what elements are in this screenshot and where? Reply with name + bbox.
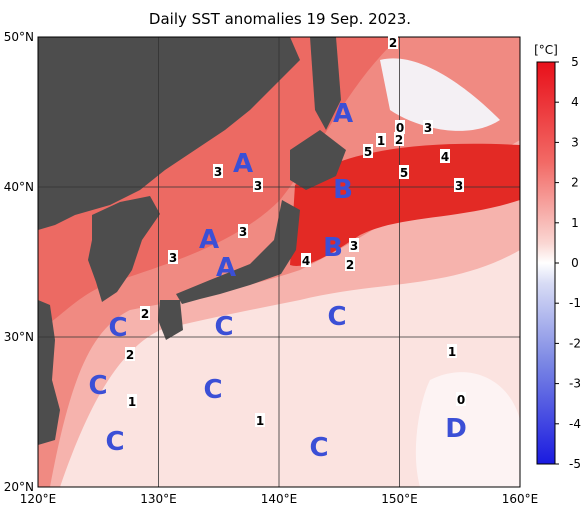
contour-label-bg — [456, 392, 466, 406]
lon-label: 150°E — [381, 492, 418, 506]
region-label: C — [214, 312, 233, 342]
contour-label: 4 — [302, 254, 310, 268]
contour-label-bg — [394, 132, 404, 146]
colorbar-tick-label: 2 — [571, 176, 579, 190]
contour-label: 3 — [239, 225, 247, 239]
lon-label: 140°E — [261, 492, 298, 506]
contour-label: 1 — [256, 414, 264, 428]
region-label: C — [203, 375, 222, 405]
contour-label-bg — [140, 306, 150, 320]
colorbar-tick-label: 1 — [571, 216, 579, 230]
contour-label-bg — [454, 178, 464, 192]
colorbar-tick-label: 0 — [571, 256, 579, 270]
contour-label-bg — [447, 344, 457, 358]
contour-label: 3 — [350, 239, 358, 253]
contour-label: 3 — [214, 165, 222, 179]
contour-label-bg — [127, 394, 137, 408]
region-label: A — [216, 253, 236, 283]
region-label: C — [108, 313, 127, 343]
lat-label: 50°N — [4, 30, 34, 44]
region-label: B — [323, 233, 343, 263]
contour-label: 5 — [400, 166, 408, 180]
contour-label: 2 — [346, 258, 354, 272]
lon-label: 130°E — [140, 492, 177, 506]
contour-label: 1 — [448, 345, 456, 359]
lon-label: 160°E — [502, 492, 539, 506]
colorbar-tick-label: -2 — [569, 336, 581, 350]
contour-label: 1 — [128, 395, 136, 409]
contour-label-bg — [363, 144, 373, 158]
colorbar-tick-label: -5 — [569, 457, 581, 471]
contour-label: 0 — [396, 121, 404, 135]
contour-label-bg — [253, 178, 263, 192]
colorbar-tick-label: -1 — [569, 296, 581, 310]
region-label: A — [233, 149, 253, 179]
lat-label: 20°N — [4, 480, 34, 494]
region-label: C — [309, 433, 328, 463]
contour-label: 2 — [395, 133, 403, 147]
contour-label: 2 — [126, 348, 134, 362]
colorbar-tick-label: 4 — [571, 95, 579, 109]
region-label: A — [199, 225, 219, 255]
region-label: C — [327, 302, 346, 332]
contour-label-bg — [349, 238, 359, 252]
lat-label: 30°N — [4, 330, 34, 344]
graticule — [38, 37, 520, 487]
contour-label-bg — [395, 120, 405, 134]
contour-label: 2 — [141, 307, 149, 321]
lat-label: 40°N — [4, 180, 34, 194]
lon-label: 120°E — [20, 492, 57, 506]
contour-label-bg — [168, 250, 178, 264]
contour-label: 4 — [441, 150, 449, 164]
colorbar-tick-label: 3 — [571, 135, 579, 149]
title: Daily SST anomalies 19 Sep. 2023. — [149, 10, 411, 28]
colorbar-unit: [°C] — [534, 43, 558, 57]
contour-label: 3 — [455, 179, 463, 193]
contour-label: 0 — [457, 393, 465, 407]
region-label: B — [333, 175, 353, 205]
region-label: C — [105, 427, 124, 457]
contour-label-bg — [213, 164, 223, 178]
contour-label-bg — [345, 257, 355, 271]
contour-label-bg — [301, 253, 311, 267]
contour-label-bg — [423, 120, 433, 134]
colorbar — [536, 61, 556, 465]
contour-label-bg — [399, 165, 409, 179]
contour-label: 5 — [364, 145, 372, 159]
contour-label-bg — [440, 149, 450, 163]
contour-label-bg — [238, 224, 248, 238]
region-label: A — [333, 99, 353, 129]
contour-label-bg — [388, 35, 398, 49]
contour-label-bg — [125, 347, 135, 361]
region-label: D — [445, 414, 467, 444]
colorbar-tick-label: 5 — [571, 55, 579, 69]
colorbar-tick-label: -4 — [569, 417, 581, 431]
colorbar-tick-label: -3 — [569, 377, 581, 391]
contour-label: 3 — [254, 179, 262, 193]
contour-label-bg — [376, 133, 386, 147]
contour-label: 3 — [424, 121, 432, 135]
contour-label-bg — [255, 413, 265, 427]
contour-label: 1 — [377, 134, 385, 148]
contour-label: 2 — [389, 36, 397, 50]
map — [38, 37, 520, 487]
contour-label: 3 — [169, 251, 177, 265]
region-label: C — [88, 371, 107, 401]
map-frame — [37, 36, 521, 488]
